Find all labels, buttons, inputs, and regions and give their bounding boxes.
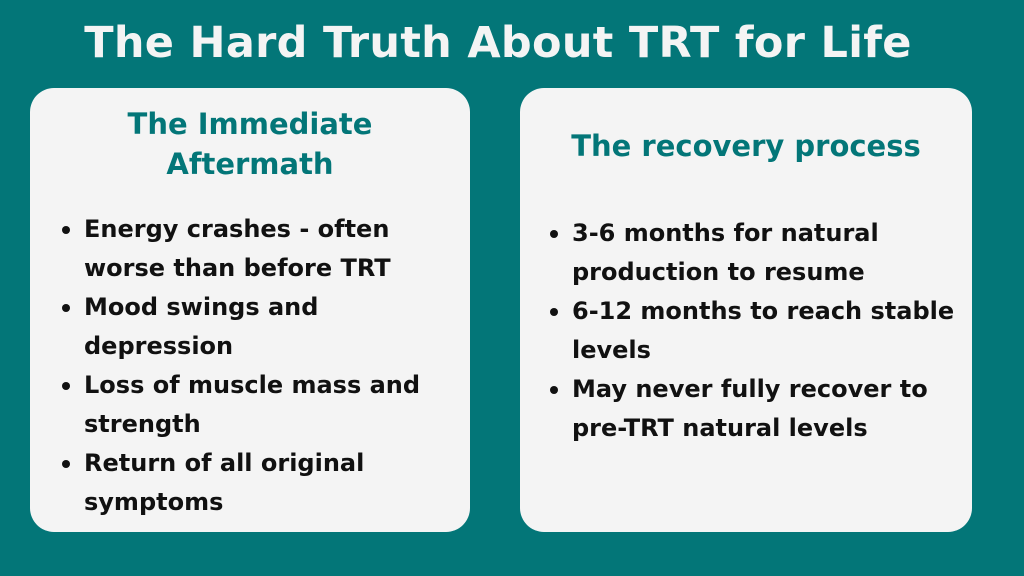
bullet-list: Energy crashes - often worse than before… (30, 210, 470, 522)
list-item: 6-12 months to reach stable levels (548, 292, 972, 370)
card-heading: The Immediate Aftermath (127, 107, 373, 181)
list-item: 3-6 months for natural production to res… (548, 214, 972, 292)
list-item: Energy crashes - often worse than before… (60, 210, 470, 288)
recovery-process-card: The recovery process 3-6 months for natu… (520, 88, 972, 532)
bullet-list: 3-6 months for natural production to res… (520, 214, 972, 448)
list-item: Loss of muscle mass and strength (60, 366, 470, 444)
page-title: The Hard Truth About TRT for Life (84, 18, 912, 68)
immediate-aftermath-card: The Immediate Aftermath Energy crashes -… (30, 88, 470, 532)
card-heading: The recovery process (571, 129, 921, 163)
list-item: Return of all original symptoms (60, 444, 470, 522)
list-item: May never fully recover to pre-TRT natur… (548, 370, 972, 448)
list-item: Mood swings and depression (60, 288, 470, 366)
